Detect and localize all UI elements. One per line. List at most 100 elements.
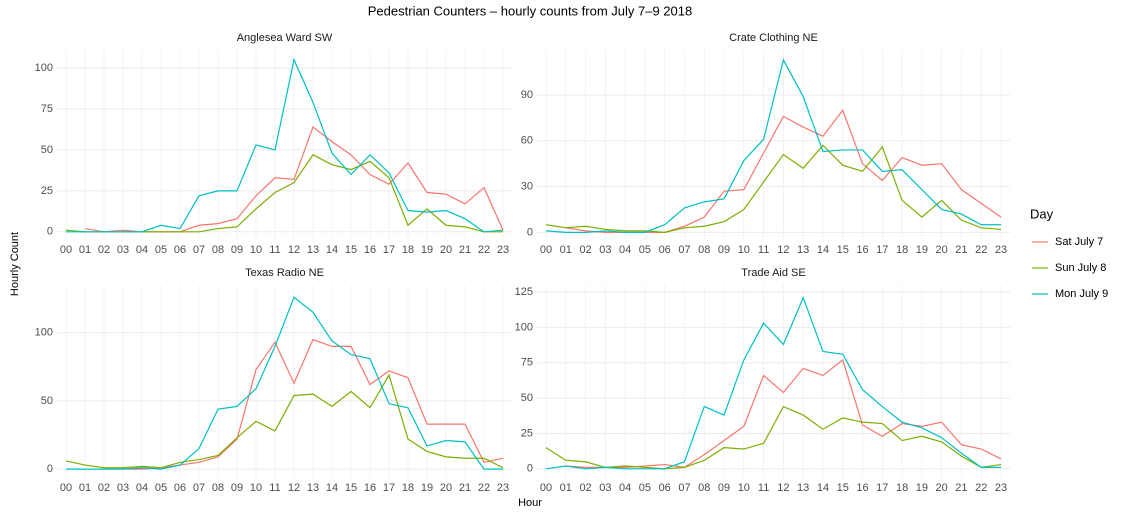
y-tick-label: 75 — [521, 357, 533, 369]
x-axis-label: Hour — [518, 497, 542, 509]
x-tick-label: 03 — [599, 482, 611, 494]
x-tick-label: 09 — [231, 244, 243, 256]
x-tick-label: 10 — [738, 244, 750, 256]
chart-title: Pedestrian Counters – hourly counts from… — [368, 3, 692, 18]
y-tick-label: 50 — [41, 144, 53, 156]
x-tick-label: 22 — [975, 482, 987, 494]
x-tick-label: 01 — [79, 244, 91, 256]
x-tick-label: 13 — [797, 244, 809, 256]
x-tick-label: 07 — [193, 244, 205, 256]
y-tick-label: 90 — [521, 89, 533, 101]
line-series — [545, 405, 1002, 470]
x-tick-label: 20 — [936, 482, 948, 494]
x-tick-label: 05 — [155, 244, 167, 256]
y-tick-label: 75 — [41, 103, 53, 115]
x-tick-label: 09 — [718, 244, 730, 256]
x-tick-label: 15 — [837, 244, 849, 256]
x-tick-label: 18 — [402, 482, 414, 494]
x-tick-label: 13 — [797, 482, 809, 494]
x-tick-label: 11 — [758, 482, 769, 494]
x-tick-label: 05 — [639, 482, 651, 494]
x-tick-label: 11 — [758, 244, 769, 256]
x-tick-label: 04 — [136, 244, 148, 256]
x-tick-label: 13 — [307, 244, 319, 256]
x-tick-label: 00 — [60, 482, 72, 494]
y-tick-label: 0 — [47, 226, 53, 238]
x-tick-label: 07 — [678, 244, 690, 256]
x-tick-label: 21 — [459, 244, 471, 256]
x-tick-label: 12 — [777, 482, 789, 494]
x-tick-label: 15 — [837, 482, 849, 494]
panel-title: Anglesea Ward SW — [237, 32, 333, 44]
y-tick-label: 125 — [515, 286, 533, 298]
x-tick-label: 12 — [777, 244, 789, 256]
y-tick-label: 100 — [35, 327, 53, 339]
x-tick-label: 23 — [995, 244, 1007, 256]
panel-title: Crate Clothing NE — [729, 32, 818, 44]
x-tick-label: 02 — [98, 244, 110, 256]
x-tick-label: 03 — [117, 482, 129, 494]
x-tick-label: 14 — [326, 244, 338, 256]
line-series — [65, 373, 504, 469]
x-tick-label: 00 — [540, 482, 552, 494]
x-tick-label: 16 — [856, 482, 868, 494]
x-tick-label: 12 — [288, 244, 300, 256]
x-tick-label: 07 — [678, 482, 690, 494]
x-tick-label: 14 — [326, 482, 338, 494]
line-series — [545, 144, 1002, 233]
x-tick-label: 17 — [876, 482, 888, 494]
line-series — [545, 58, 1001, 233]
x-tick-label: 06 — [174, 482, 186, 494]
x-tick-label: 01 — [560, 244, 572, 256]
x-tick-label: 15 — [345, 482, 357, 494]
legend-label: Mon July 9 — [1055, 288, 1108, 300]
x-tick-label: 08 — [212, 244, 224, 256]
x-tick-label: 14 — [817, 244, 829, 256]
x-tick-label: 04 — [136, 482, 148, 494]
x-tick-label: 01 — [79, 482, 91, 494]
x-tick-label: 02 — [579, 244, 591, 256]
x-tick-label: 19 — [916, 482, 928, 494]
x-tick-label: 00 — [60, 244, 72, 256]
x-tick-label: 18 — [402, 244, 414, 256]
line-series — [123, 338, 504, 470]
x-tick-label: 21 — [459, 482, 471, 494]
x-tick-label: 08 — [212, 482, 224, 494]
y-axis-label: Hourly Count — [9, 232, 21, 296]
x-tick-label: 17 — [383, 482, 395, 494]
x-tick-label: 10 — [250, 244, 262, 256]
x-tick-label: 20 — [936, 244, 948, 256]
y-tick-label: 25 — [41, 185, 53, 197]
x-tick-label: 18 — [896, 244, 908, 256]
x-tick-label: 23 — [497, 482, 509, 494]
x-tick-label: 12 — [288, 482, 300, 494]
x-tick-label: 03 — [117, 244, 129, 256]
x-tick-label: 20 — [440, 244, 452, 256]
x-tick-label: 07 — [193, 482, 205, 494]
x-tick-label: 01 — [560, 482, 572, 494]
x-tick-label: 19 — [421, 244, 433, 256]
x-tick-label: 11 — [269, 244, 280, 256]
x-tick-label: 13 — [307, 482, 319, 494]
x-tick-label: 05 — [639, 244, 651, 256]
y-tick-label: 0 — [527, 226, 533, 238]
x-tick-label: 02 — [579, 482, 591, 494]
legend-label: Sat July 7 — [1055, 236, 1103, 248]
x-tick-label: 19 — [916, 244, 928, 256]
x-tick-label: 04 — [619, 482, 631, 494]
x-tick-label: 05 — [155, 482, 167, 494]
line-series — [66, 296, 503, 470]
y-tick-label: 100 — [515, 321, 533, 333]
y-tick-label: 25 — [521, 427, 533, 439]
x-tick-label: 22 — [975, 244, 987, 256]
y-tick-label: 0 — [527, 463, 533, 475]
x-tick-label: 14 — [817, 482, 829, 494]
x-tick-label: 09 — [231, 482, 243, 494]
x-tick-label: 17 — [876, 244, 888, 256]
x-tick-label: 04 — [619, 244, 631, 256]
y-tick-label: 50 — [41, 395, 53, 407]
x-tick-label: 23 — [497, 244, 509, 256]
legend-label: Sun July 8 — [1055, 262, 1106, 274]
x-tick-label: 06 — [659, 244, 671, 256]
x-tick-label: 11 — [269, 482, 280, 494]
